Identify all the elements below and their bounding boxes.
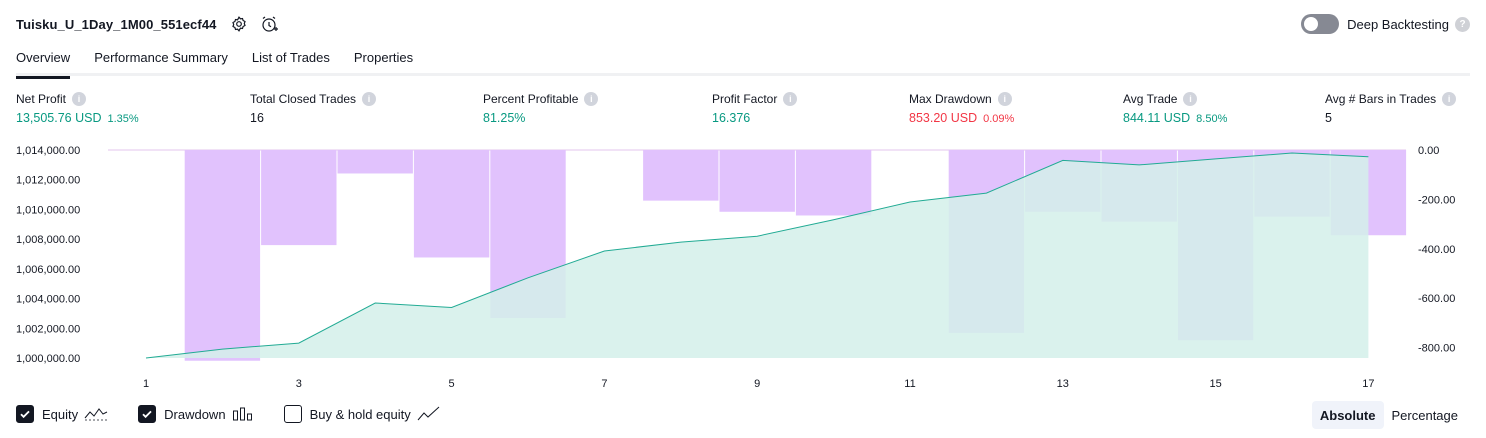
add-alert-clock-icon[interactable] [260,15,279,33]
left-tick-label: 1,014,000.00 [16,145,80,157]
stat-value: 81.25% [483,111,526,125]
right-tick-label: -800.00 [1418,343,1455,355]
buy-hold-label: Buy & hold equity [309,406,411,422]
info-icon[interactable]: i [1183,92,1198,106]
strategy-title: Tuisku_U_1Day_1M00_551ecf44 [16,16,217,32]
stat-value: 5 [1325,111,1332,125]
right-tick-label: -600.00 [1418,293,1455,305]
x-tick-label: 7 [601,378,607,390]
drawdown-bar [337,150,413,174]
strategy-header: Tuisku_U_1Day_1M00_551ecf44 [16,12,279,36]
right-axis-ticks: 0.00 -200.00 -400.00 -600.00 -800.00 [1418,145,1455,355]
stat-profit-factor: Profit Factor i 16.376 [712,92,798,125]
stat-max-drawdown: Max Drawdown i 853.20 USD 0.09% [909,92,1014,125]
stat-value: 16 [250,111,264,125]
info-icon[interactable]: i [1442,92,1457,106]
tab-performance-summary[interactable]: Performance Summary [94,50,228,65]
right-tick-label: 0.00 [1418,145,1439,157]
stat-avg-trade: Avg Trade i 844.11 USD 8.50% [1123,92,1227,125]
buy-hold-checkbox[interactable] [283,405,302,423]
left-tick-label: 1,012,000.00 [16,175,80,187]
stat-value: 16.376 [712,111,751,125]
info-icon[interactable]: i [584,92,599,106]
left-tick-label: 1,010,000.00 [16,204,80,216]
scale-mode-switch: Absolute Percentage [1311,401,1466,429]
deep-backtesting-toggle[interactable] [1301,14,1340,34]
legend-buy-hold[interactable]: Buy & hold equity [283,405,441,423]
stat-label: Avg # Bars in Trades [1325,92,1437,106]
trend-line-icon [417,406,441,422]
stat-net-profit: Net Profit i 13,505.76 USD 1.35% [16,92,139,125]
x-tick-label: 15 [1209,378,1221,390]
x-tick-label: 11 [904,378,915,390]
tab-properties[interactable]: Properties [353,50,414,65]
absolute-button[interactable]: Absolute [1311,401,1384,429]
info-icon[interactable]: i [362,92,377,106]
x-axis-ticks: 1 3 5 7 9 11 13 15 17 [143,378,1375,390]
equity-line-icon [84,406,108,422]
stat-label: Total Closed Trades [250,92,357,106]
left-axis-ticks: 1,014,000.00 1,012,000.00 1,010,000.00 1,00… [16,145,80,365]
deep-backtesting-label: Deep Backtesting [1347,16,1449,32]
stat-label: Avg Trade [1123,92,1178,106]
legend-equity[interactable]: Equity [16,405,108,423]
left-tick-label: 1,008,000.00 [16,234,80,246]
report-tabs: Overview Performance Summary List of Tra… [16,44,1470,79]
drawdown-bar [643,150,719,201]
stat-label: Profit Factor [712,92,778,106]
info-icon[interactable]: i [783,92,798,106]
equity-label: Equity [42,406,79,422]
stat-percent-profitable: Percent Profitable i 81.25% [483,92,599,125]
left-tick-label: 1,006,000.00 [16,264,80,276]
info-icon[interactable]: i [72,92,87,106]
stat-value: 853.20 USD [909,111,978,125]
legend-drawdown[interactable]: Drawdown [138,405,253,423]
x-tick-label: 17 [1362,378,1374,390]
help-icon[interactable]: ? [1455,16,1470,32]
percentage-button[interactable]: Percentage [1391,407,1459,423]
stat-percent: 0.09% [983,113,1015,125]
stat-total-closed-trades: Total Closed Trades i 16 [250,92,377,125]
stat-value: 13,505.76 USD [16,111,102,125]
stat-percent: 1.35% [107,113,139,125]
tab-list-of-trades[interactable]: List of Trades [251,50,330,65]
tab-overview[interactable]: Overview [16,44,71,79]
left-tick-label: 1,002,000.00 [16,323,80,335]
info-icon[interactable]: i [997,92,1012,106]
x-tick-label: 13 [1057,378,1069,390]
left-tick-label: 1,000,000.00 [16,353,80,365]
equity-checkbox[interactable] [16,405,34,423]
drawdown-bar [719,150,795,212]
x-tick-label: 3 [296,378,302,390]
drawdown-bar [413,150,490,258]
equity-line [145,152,1369,359]
stat-label: Net Profit [16,92,67,106]
chart-legend: Equity Drawdown Buy & hold equity [16,403,471,425]
right-tick-label: -200.00 [1418,194,1455,206]
summary-stats: Net Profit i 13,505.76 USD 1.35% Total Clo… [16,92,1470,132]
equity-drawdown-chart[interactable]: 1,014,000.00 1,012,000.00 1,010,000.00 1,00… [0,138,1486,396]
stat-avg-bars: Avg # Bars in Trades i 5 [1325,92,1457,125]
stat-percent: 8.50% [1196,113,1228,125]
stat-label: Max Drawdown [909,92,992,106]
drawdown-bar [795,150,872,216]
deep-backtesting-control: Deep Backtesting ? [1301,13,1470,35]
settings-gear-icon[interactable] [230,15,248,33]
drawdown-checkbox[interactable] [138,405,157,423]
stat-value: 844.11 USD [1123,111,1191,125]
toggle-knob [1304,17,1319,31]
drawdown-bar [261,150,337,246]
x-tick-label: 9 [754,378,760,390]
right-tick-label: -400.00 [1418,244,1455,256]
left-tick-label: 1,004,000.00 [16,294,80,306]
stat-label: Percent Profitable [483,92,579,106]
x-tick-label: 5 [449,378,455,390]
drawdown-label: Drawdown [164,406,226,422]
equity-area [146,153,1369,358]
drawdown-bar [184,150,261,361]
x-tick-label: 1 [143,378,149,390]
bar-chart-icon [232,406,254,422]
